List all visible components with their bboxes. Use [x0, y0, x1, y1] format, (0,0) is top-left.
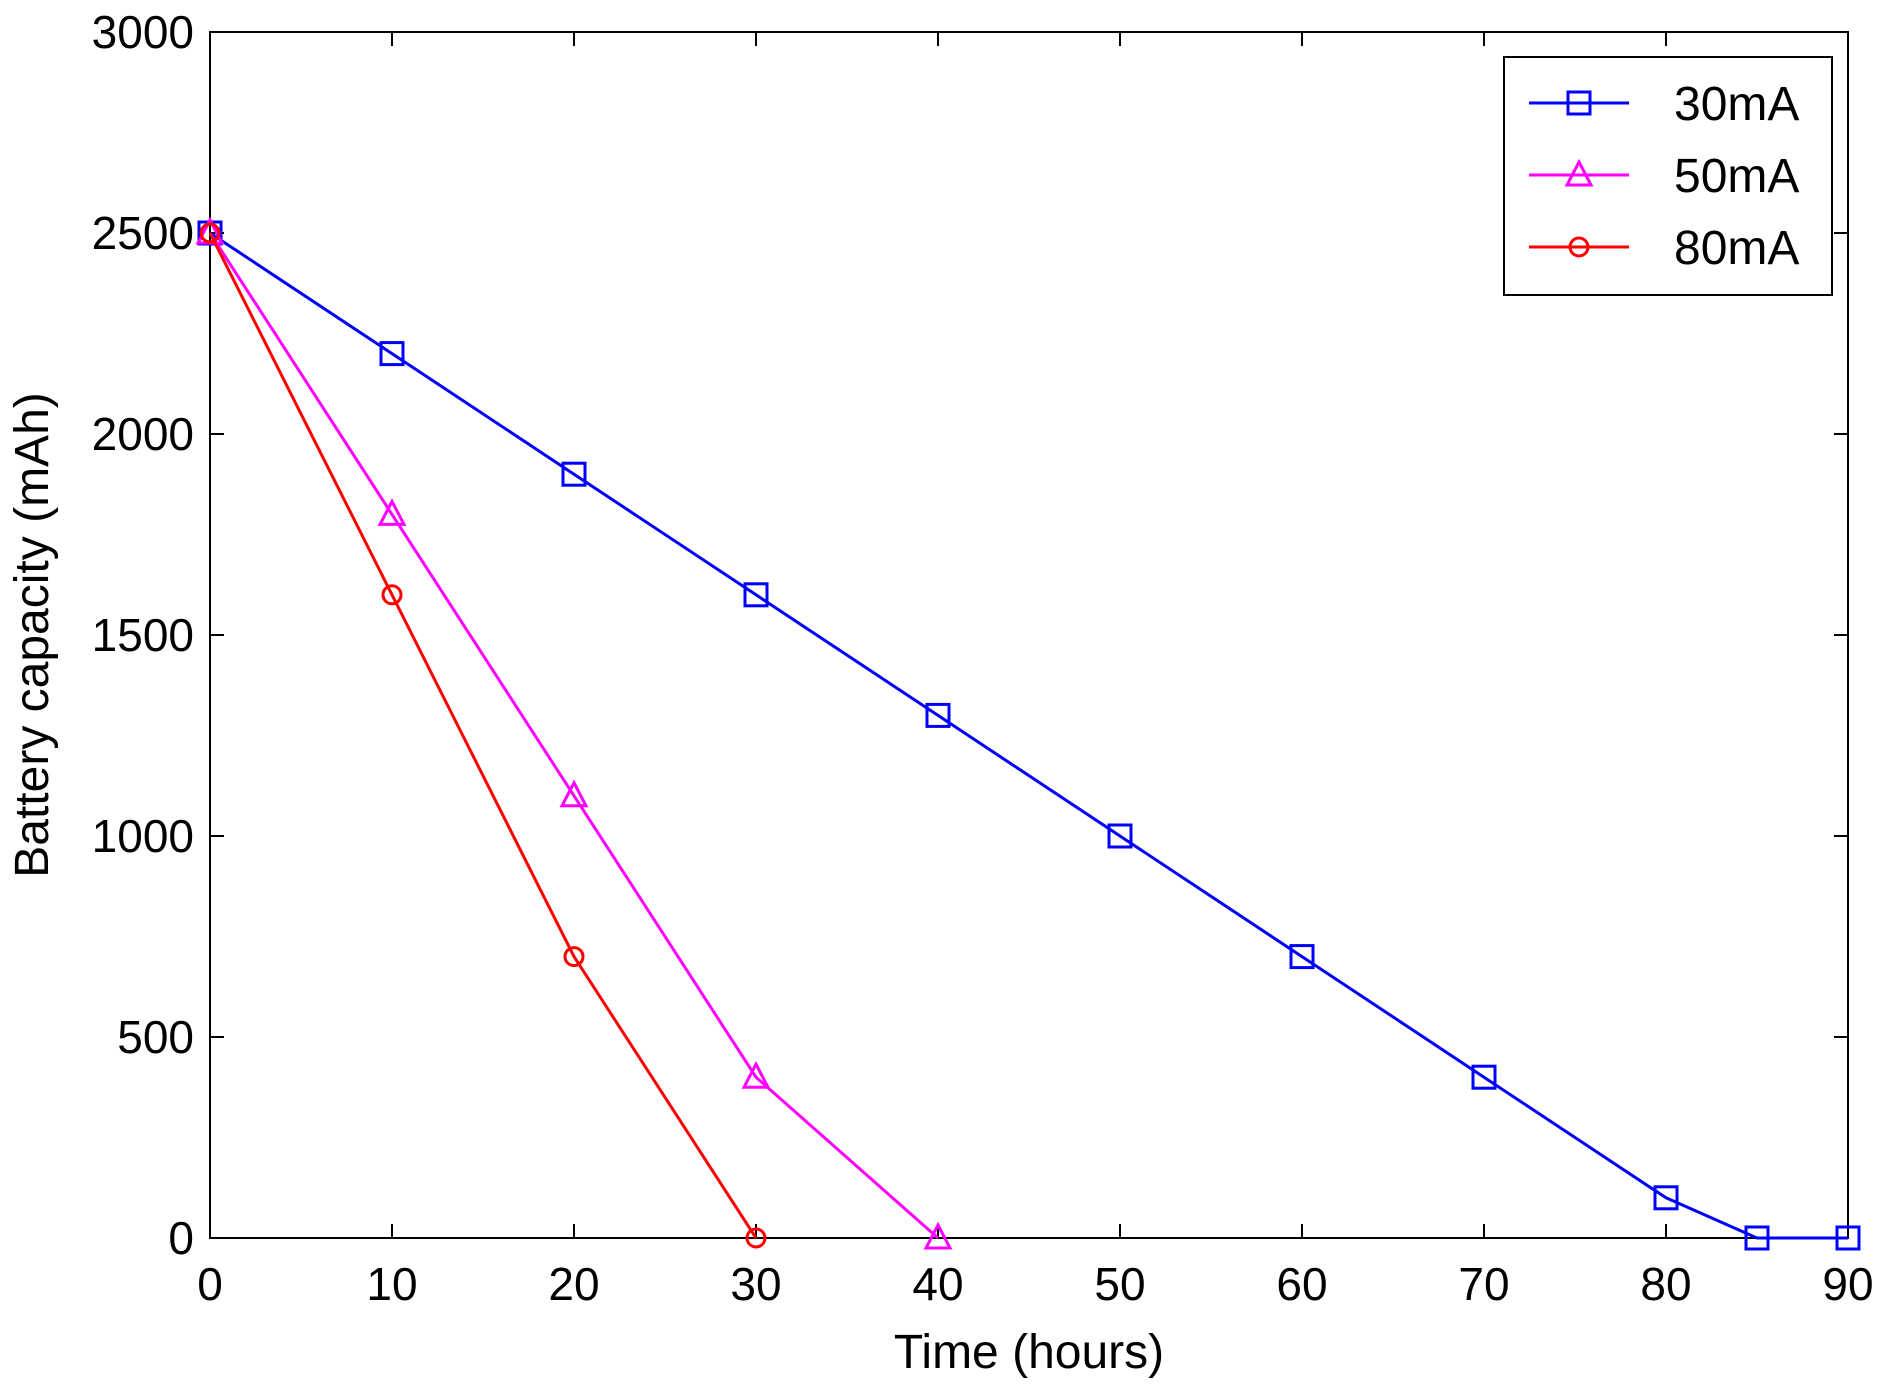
data-point: [925, 702, 951, 728]
y-tick-label: 2000: [92, 408, 194, 460]
legend-label: 50mA: [1674, 150, 1799, 203]
data-point: [1835, 1225, 1861, 1251]
x-tick-label: 70: [1458, 1258, 1509, 1310]
x-tick-label: 0: [197, 1258, 223, 1310]
data-point: [1653, 1185, 1679, 1211]
legend-item: 50mA: [1529, 150, 1799, 203]
axis-ticks: 0 10 20 30 40 50 60 70 80 90 0 500 1000 1500 2000 2500 3…: [92, 6, 1874, 1310]
legend-marker: [1568, 236, 1590, 258]
legend-item: 80mA: [1529, 222, 1799, 275]
data-point: [745, 1227, 767, 1249]
data-point: [743, 582, 769, 608]
legend: 30mA 50mA 80mA: [1503, 56, 1833, 296]
series-layer: [195, 216, 1861, 1251]
x-tick-label: 90: [1822, 1258, 1873, 1310]
legend-marker: [1566, 90, 1592, 116]
x-axis-title: Time (hours): [894, 1326, 1164, 1379]
legend-label: 80mA: [1674, 222, 1799, 275]
data-point: [1471, 1064, 1497, 1090]
series-line: [208, 232, 758, 1239]
legend-label: 30mA: [1674, 78, 1799, 131]
data-point: [1289, 944, 1315, 970]
y-tick-label: 1500: [92, 609, 194, 661]
data-point: [559, 779, 589, 808]
y-axis-title: Battery capacity (mAh): [6, 392, 59, 877]
series-line: [209, 231, 1848, 1240]
data-point: [1107, 823, 1133, 849]
data-point: [1744, 1225, 1770, 1251]
y-tick-label: 3000: [92, 6, 194, 58]
data-point: [563, 946, 585, 968]
legend-marker: [1564, 158, 1594, 187]
x-tick-label: 50: [1094, 1258, 1145, 1310]
data-point: [199, 222, 221, 244]
series-30mA: [197, 220, 1861, 1251]
data-point: [377, 498, 407, 526]
data-point: [561, 461, 587, 487]
data-point: [741, 1060, 771, 1089]
x-tick-label: 20: [548, 1258, 599, 1310]
y-tick-label: 1000: [92, 810, 194, 862]
x-tick-label: 80: [1640, 1258, 1691, 1310]
data-point: [381, 584, 403, 606]
x-tick-label: 30: [730, 1258, 781, 1310]
legend-item: 30mA: [1529, 78, 1799, 131]
series-80mA: [199, 222, 767, 1249]
y-tick-label: 500: [117, 1011, 194, 1063]
y-tick-label: 2500: [92, 207, 194, 259]
data-point: [923, 1221, 953, 1250]
y-tick-label: 0: [168, 1212, 194, 1264]
x-tick-label: 40: [912, 1258, 963, 1310]
x-tick-label: 60: [1276, 1258, 1327, 1310]
data-point: [379, 341, 405, 367]
series-line: [208, 232, 939, 1240]
x-tick-label: 10: [366, 1258, 417, 1310]
